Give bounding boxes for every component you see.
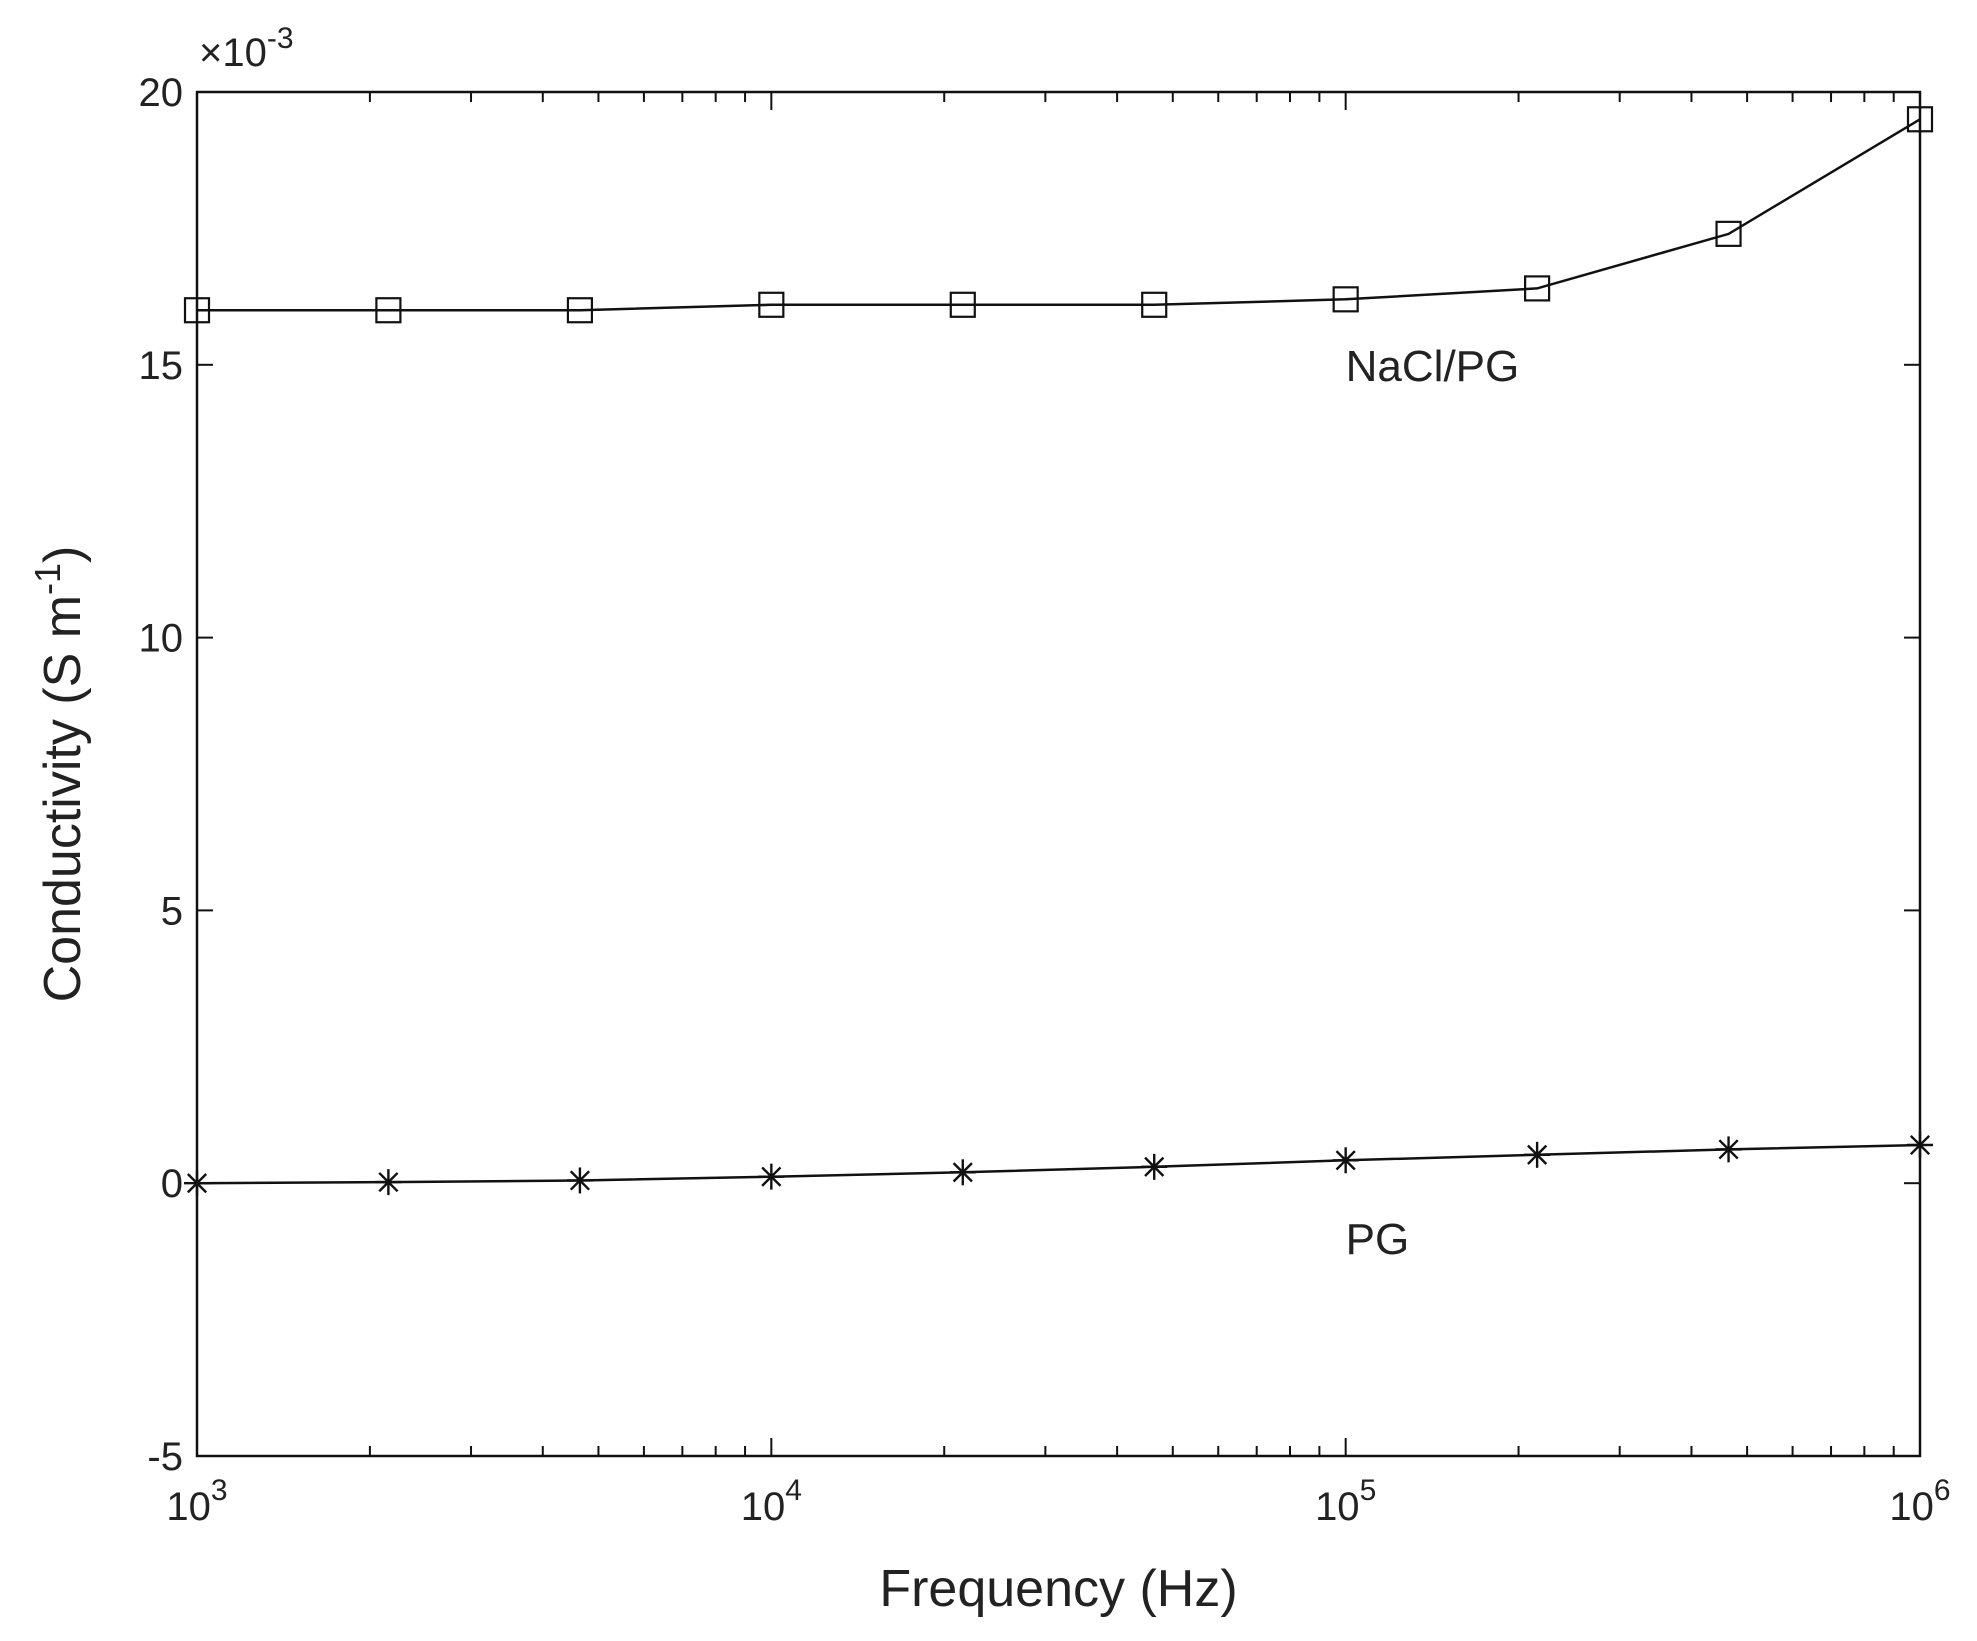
series-label: PG — [1346, 1215, 1410, 1264]
data-point-star — [1524, 1141, 1551, 1168]
series-line-1 — [196, 1143, 1921, 1185]
data-point-square — [1332, 286, 1359, 313]
data-point-star — [949, 1159, 976, 1186]
series-group: NaCl/PG PG — [183, 106, 1934, 1264]
data-point-star — [375, 1169, 402, 1196]
y-multiplier-label: ×10-3 — [199, 22, 294, 75]
x-tick-exponent: 3 — [211, 1474, 228, 1507]
data-point-square — [1141, 291, 1168, 318]
y-tick-label: 15 — [139, 344, 184, 388]
x-tick-label: 105 — [1315, 1474, 1376, 1529]
series-line-0 — [197, 118, 1921, 312]
data-point-square — [1524, 275, 1551, 302]
plot-frame — [195, 90, 1922, 1458]
y-multiplier-exponent: -3 — [267, 22, 294, 55]
x-tick-exponent: 4 — [785, 1474, 802, 1507]
y-tick-label: 20 — [139, 71, 184, 115]
data-point-square — [375, 297, 402, 324]
x-tick-label: 103 — [166, 1474, 227, 1529]
x-tick-base: 10 — [1889, 1485, 1934, 1529]
data-point-star — [758, 1163, 785, 1190]
x-tick-base: 10 — [741, 1485, 786, 1529]
x-axis-label: Frequency (Hz) — [879, 1560, 1237, 1618]
data-point-star — [1332, 1147, 1359, 1174]
data-point-square — [566, 297, 594, 324]
y-tick-label: -5 — [147, 1435, 183, 1479]
y-tick-label: 5 — [161, 889, 183, 933]
y-axis-label: Conductivity (S m-1) — [27, 546, 92, 1003]
x-tick-label: 106 — [1889, 1474, 1950, 1529]
data-point-square — [1715, 220, 1742, 247]
axis-ticks — [196, 91, 1921, 1457]
data-point-square — [758, 291, 785, 318]
y-axis-label-close: ) — [34, 546, 92, 563]
y-axis-label-exponent: -1 — [27, 563, 68, 595]
y-tick-label: 0 — [161, 1162, 183, 1206]
x-tick-exponent: 6 — [1934, 1474, 1951, 1507]
x-tick-base: 10 — [1315, 1485, 1360, 1529]
y-tick-label: 10 — [139, 617, 184, 661]
data-point-star — [566, 1167, 593, 1194]
x-tick-label: 104 — [741, 1474, 802, 1529]
x-tick-base: 10 — [166, 1485, 211, 1529]
data-point-star — [1141, 1153, 1168, 1180]
data-point-square — [949, 291, 976, 318]
x-tick-exponent: 5 — [1360, 1474, 1377, 1507]
y-axis-label-main: Conductivity (S m — [34, 595, 92, 1002]
data-point-star — [1715, 1136, 1742, 1163]
y-multiplier-base: ×10 — [199, 31, 267, 75]
series-label: NaCl/PG — [1346, 342, 1520, 391]
